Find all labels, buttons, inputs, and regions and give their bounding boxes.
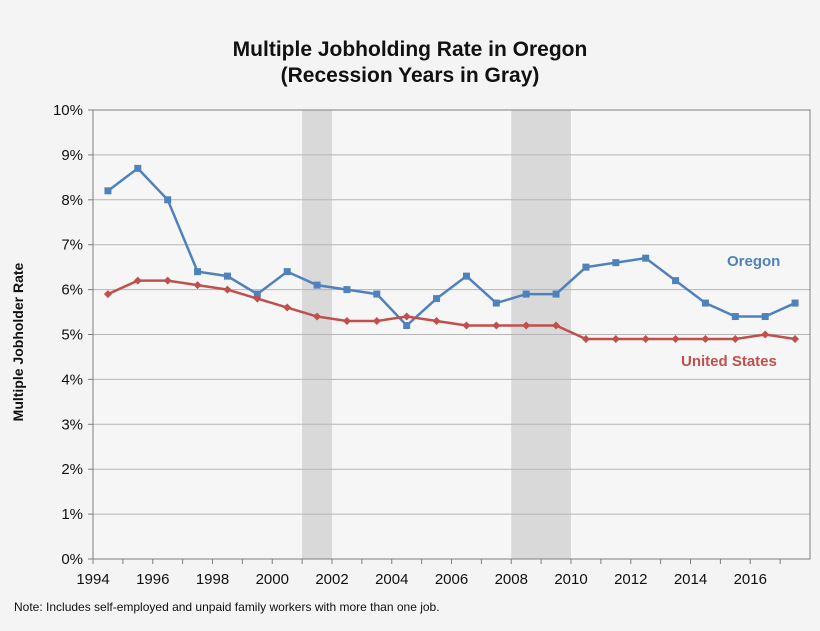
data-point-united-states [581,334,590,343]
x-tick-label: 1998 [196,571,229,588]
data-point-united-states [432,317,441,326]
data-point-oregon [492,299,500,307]
data-point-oregon [701,299,709,307]
data-point-united-states [462,321,471,330]
chart-subtitle: (Recession Years in Gray) [280,64,540,87]
x-tick-label: 2012 [614,571,647,588]
data-point-united-states [402,312,411,321]
y-tick-label: 2% [61,461,83,478]
data-point-united-states [552,321,561,330]
y-tick-label: 9% [61,147,83,164]
data-point-united-states [163,276,172,285]
data-point-united-states [671,334,680,343]
y-tick-label: 3% [61,416,83,433]
data-point-oregon [672,277,680,285]
data-point-united-states [701,334,710,343]
x-tick-label: 2014 [674,571,707,588]
data-point-oregon [552,290,560,298]
series-label-united-states: United States [681,353,777,370]
y-tick-label: 10% [53,102,83,119]
data-point-united-states [133,276,142,285]
data-point-oregon [403,322,411,330]
data-point-united-states [223,285,232,294]
y-tick-label: 7% [61,237,83,254]
data-point-united-states [342,317,351,326]
y-tick-label: 1% [61,506,83,523]
data-point-united-states [641,334,650,343]
y-axis-label: Multiple Jobholder Rate [10,262,26,422]
data-point-oregon [134,164,142,172]
data-point-oregon [791,299,799,307]
data-point-oregon [343,286,351,294]
x-tick-label: 2008 [495,571,528,588]
data-point-united-states [522,321,531,330]
data-point-united-states [611,334,620,343]
data-point-oregon [104,187,112,195]
data-point-united-states [791,334,800,343]
y-tick-label: 4% [61,371,83,388]
x-tick-label: 2006 [435,571,468,588]
x-tick-label: 2016 [734,571,767,588]
data-point-oregon [462,272,470,280]
data-point-oregon [283,268,291,276]
data-point-oregon [223,272,231,280]
data-point-united-states [372,317,381,326]
data-point-oregon [194,268,202,276]
y-tick-label: 8% [61,192,83,209]
series-line-oregon [107,166,796,328]
data-point-oregon [164,196,172,204]
data-point-oregon [612,259,620,267]
series-line-united-states [107,279,796,341]
data-point-united-states [313,312,322,321]
data-point-united-states [731,334,740,343]
data-point-united-states [193,281,202,290]
data-point-united-states [103,290,112,299]
footnote: Note: Includes self-employed and unpaid … [14,600,440,614]
data-point-united-states [761,330,770,339]
y-tick-label: 5% [61,327,83,344]
data-point-oregon [313,281,321,289]
x-tick-label: 1996 [136,571,169,588]
data-point-oregon [433,295,441,303]
data-point-united-states [283,303,292,312]
data-point-oregon [731,313,739,321]
y-tick-label: 6% [61,282,83,299]
data-point-united-states [253,294,262,303]
chart-title: Multiple Jobholding Rate in Oregon [232,38,588,61]
data-point-oregon [373,290,381,298]
data-point-oregon [642,254,650,262]
x-tick-label: 2004 [375,571,408,588]
data-point-oregon [761,313,769,321]
data-point-oregon [522,290,530,298]
x-tick-label: 2000 [256,571,289,588]
x-tick-label: 2002 [315,571,348,588]
x-tick-label: 2010 [554,571,587,588]
series-label-oregon: Oregon [727,253,781,270]
x-tick-label: 1994 [76,571,109,588]
data-point-oregon [253,290,261,298]
data-point-oregon [582,263,590,271]
data-point-united-states [492,321,501,330]
y-tick-label: 0% [61,551,83,568]
